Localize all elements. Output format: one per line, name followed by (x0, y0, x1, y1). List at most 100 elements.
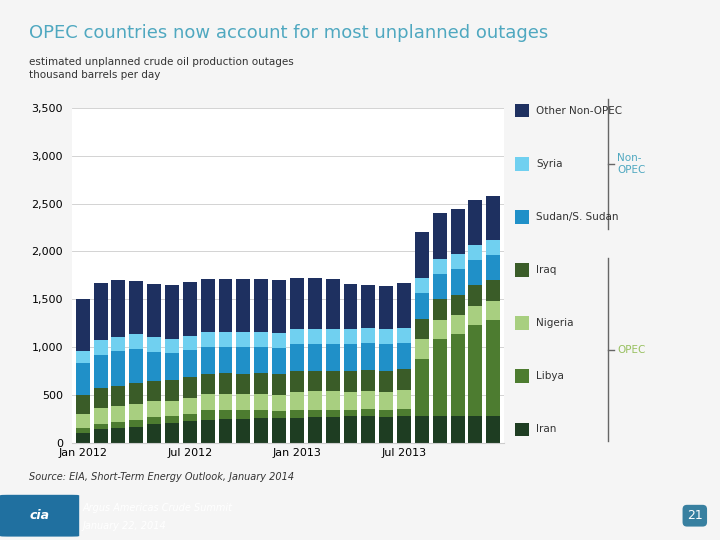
Bar (94, 429, 107, 443)
Bar (343, 345, 357, 371)
Bar (130, 349, 143, 383)
Bar (343, 416, 357, 443)
Bar (325, 391, 340, 410)
Bar (254, 332, 268, 347)
Bar (236, 374, 251, 395)
Bar (433, 213, 446, 259)
Bar (76, 351, 90, 363)
Bar (308, 278, 322, 329)
Bar (343, 329, 357, 345)
Text: Sudan/S. Sudan: Sudan/S. Sudan (536, 212, 619, 222)
Bar (290, 392, 304, 410)
Bar (486, 320, 500, 416)
Bar (272, 418, 286, 443)
Bar (219, 420, 233, 443)
Bar (219, 394, 233, 410)
Bar (147, 337, 161, 352)
Bar (308, 344, 322, 370)
Bar (183, 414, 197, 421)
Bar (219, 347, 233, 374)
Bar (94, 340, 107, 355)
Bar (397, 369, 411, 390)
Bar (290, 410, 304, 418)
Bar (201, 420, 215, 443)
Text: cia: cia (30, 509, 50, 522)
Bar (486, 416, 500, 443)
Bar (94, 408, 107, 424)
Bar (130, 404, 143, 420)
Bar (415, 359, 429, 416)
Bar (112, 428, 125, 443)
Bar (76, 433, 90, 443)
Bar (165, 423, 179, 443)
Bar (433, 416, 446, 443)
Bar (76, 395, 90, 414)
Bar (130, 334, 143, 349)
Bar (361, 416, 375, 443)
Bar (361, 370, 375, 390)
Bar (165, 380, 179, 401)
Bar (130, 383, 143, 404)
Bar (308, 391, 322, 410)
Bar (469, 245, 482, 260)
Bar (415, 293, 429, 319)
Bar (379, 286, 393, 329)
Text: Argus Americas Crude Summit: Argus Americas Crude Summit (83, 503, 233, 514)
Bar (379, 345, 393, 371)
Bar (343, 371, 357, 392)
Bar (254, 418, 268, 443)
Bar (397, 416, 411, 443)
Bar (76, 299, 90, 351)
Bar (397, 282, 411, 328)
Text: Iraq: Iraq (536, 265, 557, 275)
Bar (290, 418, 304, 443)
Bar (397, 328, 411, 343)
Bar (325, 344, 340, 370)
Bar (272, 374, 286, 395)
Bar (415, 232, 429, 278)
Bar (361, 409, 375, 416)
Bar (236, 347, 251, 374)
Bar (165, 285, 179, 339)
Bar (236, 419, 251, 443)
Bar (343, 284, 357, 329)
Bar (112, 422, 125, 428)
Bar (76, 414, 90, 428)
Bar (379, 417, 393, 443)
Bar (486, 195, 500, 240)
Text: estimated unplanned crude oil production outages: estimated unplanned crude oil production… (29, 57, 294, 67)
Bar (183, 377, 197, 398)
Bar (254, 279, 268, 332)
Bar (397, 390, 411, 409)
Bar (76, 428, 90, 433)
Bar (201, 279, 215, 332)
Text: Nigeria: Nigeria (536, 318, 574, 328)
Bar (343, 410, 357, 416)
Bar (361, 343, 375, 370)
Bar (290, 371, 304, 392)
Bar (415, 416, 429, 443)
Bar (219, 279, 233, 332)
Bar (147, 417, 161, 424)
Bar (272, 348, 286, 374)
Bar (130, 420, 143, 427)
Bar (112, 352, 125, 386)
Bar (254, 394, 268, 410)
Text: Syria: Syria (536, 159, 563, 169)
Bar (451, 294, 464, 315)
Bar (219, 332, 233, 347)
Bar (236, 410, 251, 419)
Bar (469, 260, 482, 286)
Text: Iran: Iran (536, 424, 557, 434)
Bar (433, 320, 446, 339)
Bar (76, 363, 90, 395)
Bar (469, 416, 482, 443)
Text: Other Non-OPEC: Other Non-OPEC (536, 106, 623, 116)
Bar (415, 278, 429, 293)
Bar (183, 282, 197, 336)
Bar (147, 284, 161, 337)
Bar (433, 339, 446, 416)
Text: Source: EIA, Short-Term Energy Outlook, January 2014: Source: EIA, Short-Term Energy Outlook, … (29, 472, 294, 483)
Bar (486, 301, 500, 320)
Bar (254, 374, 268, 394)
